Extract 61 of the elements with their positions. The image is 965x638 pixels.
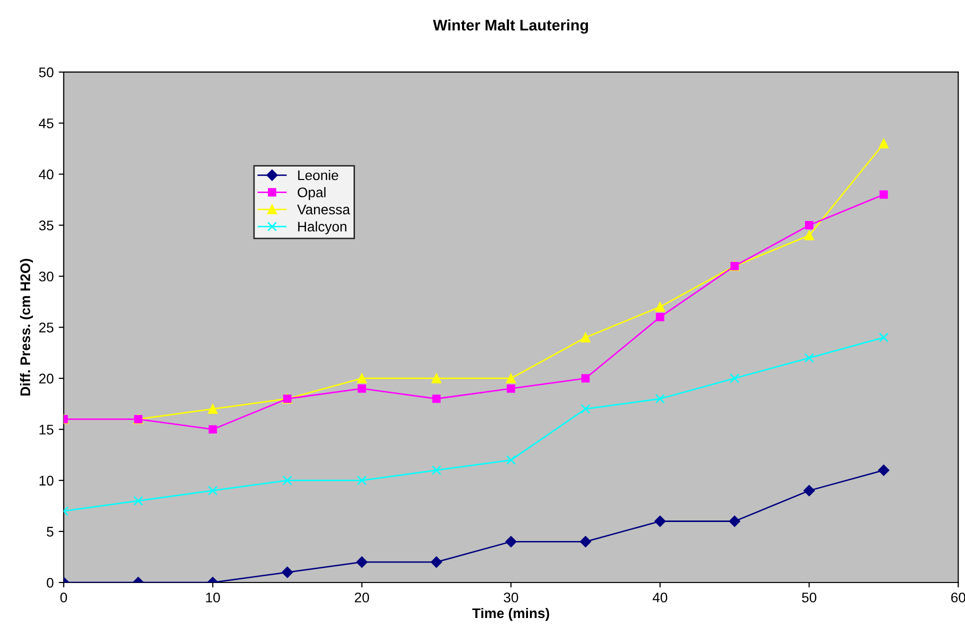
point xyxy=(357,373,367,384)
point xyxy=(880,190,888,199)
y-tick-label: 5 xyxy=(46,526,54,537)
y-tick-label: 10 xyxy=(40,476,54,486)
point xyxy=(282,566,293,578)
y-tick-label: 15 xyxy=(40,424,54,435)
point xyxy=(133,496,144,506)
point xyxy=(208,404,218,414)
point xyxy=(580,332,590,342)
legend-label: Halcyon xyxy=(298,221,346,234)
point xyxy=(506,455,516,465)
point xyxy=(505,536,517,548)
y-tick-label: 20 xyxy=(39,374,54,384)
x-tick-label: 20 xyxy=(354,592,370,602)
y-tick-label: 40 xyxy=(38,170,54,180)
legend-label: Leonie xyxy=(298,170,338,180)
point xyxy=(506,373,516,384)
point xyxy=(432,465,442,476)
point xyxy=(580,536,592,548)
point xyxy=(358,384,366,393)
point xyxy=(430,556,442,568)
legend-label: Vanessa xyxy=(297,204,350,214)
y-tick-label: 45 xyxy=(38,118,54,128)
point xyxy=(581,374,590,382)
y-tick-label: 30 xyxy=(39,272,54,282)
point xyxy=(432,373,442,384)
point xyxy=(804,485,815,496)
x-tick-label: 30 xyxy=(504,592,518,602)
point xyxy=(432,394,441,403)
y-tick-label: 25 xyxy=(39,322,54,332)
x-tick-label: 60 xyxy=(951,592,965,602)
point xyxy=(356,556,368,568)
legend-label: Opal xyxy=(298,187,326,200)
point xyxy=(506,384,516,393)
point xyxy=(282,476,292,486)
x-tick-label: 40 xyxy=(652,592,668,602)
point xyxy=(804,230,814,240)
point xyxy=(729,516,740,527)
point xyxy=(357,476,367,486)
x-tick-label: 10 xyxy=(206,592,220,602)
point xyxy=(580,404,590,414)
point xyxy=(878,464,890,476)
point xyxy=(655,394,665,404)
point xyxy=(654,516,666,527)
point xyxy=(208,425,217,434)
point xyxy=(730,373,740,384)
point xyxy=(208,486,218,496)
x-axis-title: Time (mins) xyxy=(472,608,550,621)
y-tick-label: 50 xyxy=(39,67,54,78)
x-tick-label: 50 xyxy=(802,592,816,602)
point xyxy=(804,221,814,230)
y-tick-label: 0 xyxy=(46,578,54,588)
point xyxy=(655,302,665,312)
x-tick-label: 0 xyxy=(60,592,68,602)
point xyxy=(878,332,889,342)
chart-title: Winter Malt Lautering xyxy=(432,19,588,34)
point xyxy=(878,138,889,148)
y-axis-title: Diff. Press. (cm H2O) xyxy=(20,258,33,396)
point xyxy=(656,312,664,322)
y-tick-label: 35 xyxy=(39,220,54,230)
point xyxy=(804,353,814,363)
